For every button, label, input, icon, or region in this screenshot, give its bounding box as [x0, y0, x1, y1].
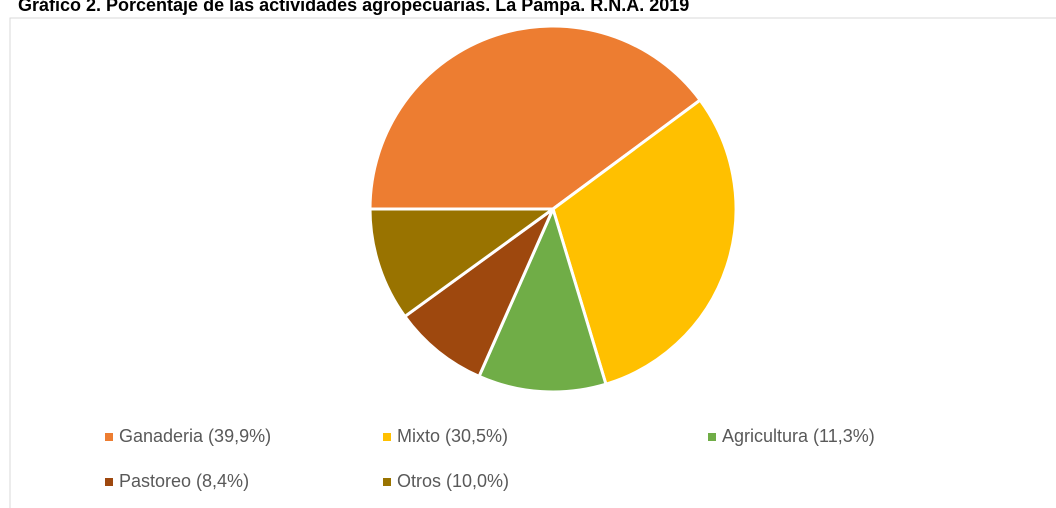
chart-border: [9, 17, 1056, 508]
pie-slice: [403, 207, 555, 378]
legend-swatch: [105, 478, 113, 486]
chart-title: Gráfico 2. Porcentaje de las actividades…: [18, 0, 689, 15]
legend-swatch: [383, 478, 391, 486]
pie-slice: [368, 207, 555, 318]
legend-label: Mixto (30,5%): [397, 426, 508, 446]
pie: [368, 24, 738, 394]
legend: Ganaderia (39,9%) Mixto (30,5%) Agricultur…: [105, 426, 875, 491]
legend-swatch: [383, 433, 391, 441]
legend-label: Otros (10,0%): [397, 471, 509, 491]
legend-swatch: [708, 433, 716, 441]
legend-label: Pastoreo (8,4%): [119, 471, 249, 491]
legend-label: Ganaderia (39,9%): [119, 426, 271, 446]
legend-label: Agricultura (11,3%): [722, 426, 875, 446]
pie-slice: [368, 24, 702, 211]
pie-slice: [551, 98, 738, 386]
pie-slice: [477, 207, 608, 394]
legend-swatch: [105, 433, 113, 441]
